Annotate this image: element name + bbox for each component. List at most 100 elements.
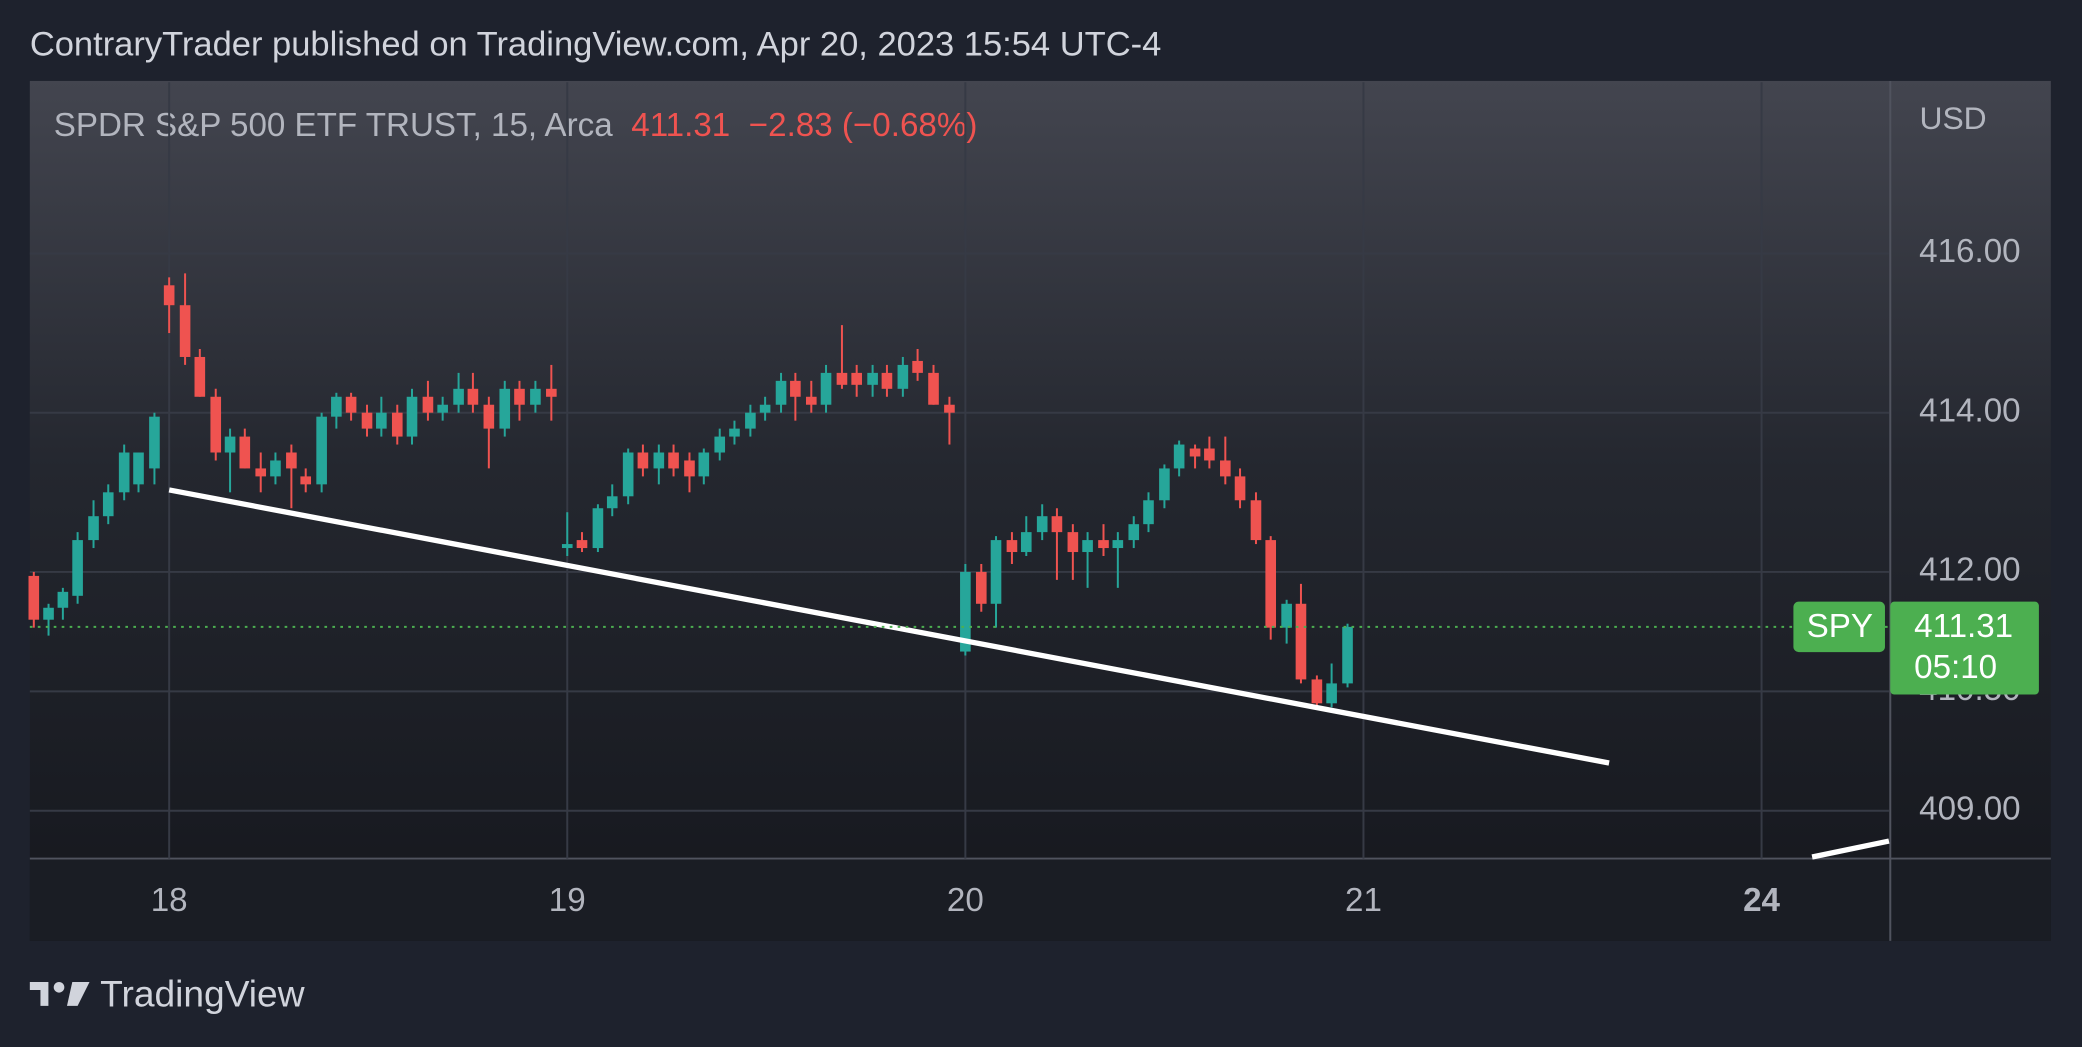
axes: 416.00414.00412.00410.50409.001819202124… (151, 233, 2039, 919)
candle-body (1036, 516, 1048, 533)
candle-body (467, 388, 479, 405)
currency: USD (1919, 100, 1986, 136)
candle-body (684, 460, 695, 477)
candle-body (1020, 532, 1032, 553)
candle-body (514, 388, 525, 405)
x-tick-label: 24 (1743, 882, 1780, 919)
candle-body (576, 540, 588, 549)
publish-title: ContraryTrader published on TradingView.… (30, 26, 1161, 64)
y-tick-label: 409.00 (1919, 791, 2020, 828)
candle-body (775, 380, 787, 405)
x-tick-label: 21 (1345, 882, 1382, 919)
candle-body (881, 372, 893, 389)
candle-body (194, 356, 206, 397)
logo-icon (53, 981, 65, 993)
candle-body (1143, 500, 1154, 525)
candle-body (1311, 679, 1323, 704)
y-tick-label: 416.00 (1919, 233, 2020, 270)
candle-body (1295, 603, 1307, 680)
candle-body (300, 476, 312, 485)
candle-body (102, 492, 114, 517)
candle-body (1112, 540, 1124, 549)
candle-body (1326, 683, 1337, 704)
candle-body (149, 416, 160, 469)
symbol-tag-text: SPY (1807, 608, 1873, 645)
candle-body (637, 452, 649, 469)
grid (29, 82, 1889, 859)
candle-body (790, 380, 801, 397)
brand: TradingView (100, 972, 305, 1014)
candle-body (1265, 540, 1277, 628)
candle-body (867, 372, 878, 385)
candle-body (345, 396, 357, 413)
candle-body (163, 285, 175, 306)
candle-body (530, 388, 541, 405)
candle-body (944, 404, 955, 413)
trend-line (1811, 838, 1890, 860)
x-tick-label: 18 (151, 882, 188, 919)
candle-body (1067, 532, 1079, 553)
candle-body (361, 412, 373, 429)
y-tick-label: 414.00 (1919, 392, 2020, 429)
symbol-tag (1793, 601, 1885, 653)
candle-body (57, 591, 69, 608)
candle-body (1051, 516, 1063, 533)
candle-body (118, 452, 130, 493)
candle-body (391, 412, 403, 437)
candle-body (453, 388, 464, 405)
price-tag-value: 411.31 (1914, 608, 2013, 645)
change: −2.83 (−0.68%) (749, 107, 978, 144)
candle-body (851, 372, 862, 385)
candle-body (179, 305, 191, 357)
candle-body (1250, 500, 1262, 541)
logo-icon (66, 981, 90, 1006)
candle-body (88, 516, 99, 541)
candle-body (422, 396, 434, 413)
trend-line (168, 487, 1610, 766)
candle-body (805, 396, 817, 405)
candle-body (928, 372, 939, 405)
price: 411.31 (631, 107, 730, 144)
candle-body (592, 508, 604, 549)
price-tag-countdown: 05:10 (1914, 649, 1997, 686)
candle-body (653, 452, 665, 469)
candle-body (698, 452, 710, 477)
candle-body (1098, 540, 1109, 549)
candle-body (546, 388, 557, 397)
candle-body (960, 571, 971, 652)
candle-body (836, 372, 848, 385)
candle-body (406, 396, 418, 437)
candle-body (28, 575, 40, 620)
chart-panel (29, 80, 2051, 941)
candle-body (1234, 476, 1246, 501)
candle-body (1128, 524, 1140, 541)
candle-body (622, 452, 634, 497)
candle-body (210, 396, 222, 453)
candle-body (729, 428, 740, 437)
time-axis-panel (29, 858, 2051, 941)
candle-body (331, 396, 342, 417)
candle-body (1173, 444, 1185, 469)
candle-body (714, 436, 726, 453)
candle-body (483, 404, 495, 429)
candle-body (255, 468, 267, 477)
candle-body (912, 360, 923, 373)
y-tick-label: 412.00 (1919, 552, 2020, 589)
candle-body (820, 372, 832, 405)
candle-body (975, 571, 987, 604)
price-tag (1890, 601, 2039, 695)
candle-body (745, 412, 756, 429)
candle-body (270, 460, 281, 477)
candle-body (224, 436, 236, 453)
candle-body (561, 544, 573, 549)
candle-body (759, 404, 771, 413)
candle-body (1189, 448, 1201, 457)
candle-body (1159, 468, 1170, 501)
candle-body (316, 416, 327, 485)
candle-body (499, 388, 511, 429)
candle-body (133, 452, 144, 485)
candle-body (1220, 460, 1231, 477)
logo: TradingView (29, 972, 305, 1014)
